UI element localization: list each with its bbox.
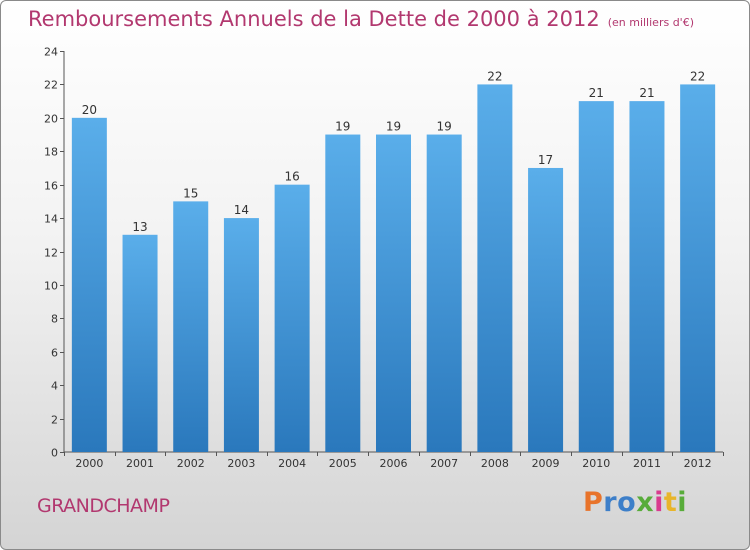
bar-2007 xyxy=(426,134,462,452)
data-label-2007: 19 xyxy=(437,120,452,134)
x-tick-label: 2002 xyxy=(177,457,205,470)
logo-letter: i xyxy=(677,487,688,518)
data-labels: 20 13 15 14 16 19 19 19 22 17 21 21 22 xyxy=(82,69,706,233)
bars xyxy=(71,84,716,453)
data-label-2009: 17 xyxy=(538,153,553,167)
bar-2000 xyxy=(71,117,107,452)
y-tick-label: 8 xyxy=(51,313,58,326)
chart-title: Remboursements Annuels de la Dette de 20… xyxy=(28,7,694,31)
logo-letter: P xyxy=(583,487,604,518)
data-label-2006: 19 xyxy=(386,120,401,134)
bar-2004 xyxy=(274,184,310,452)
x-tick-label: 2004 xyxy=(278,457,306,470)
x-tick-label: 2008 xyxy=(481,457,509,470)
y-tick-label: 0 xyxy=(51,447,58,460)
data-label-2002: 15 xyxy=(183,186,198,200)
bar-2011 xyxy=(629,101,665,452)
x-tick-label: 2001 xyxy=(126,457,154,470)
logo-letter: o xyxy=(617,487,637,518)
data-label-2005: 19 xyxy=(335,120,350,134)
x-tick-label: 2009 xyxy=(532,457,560,470)
logo-letter: t xyxy=(663,487,678,518)
bar-2005 xyxy=(325,134,361,452)
data-label-2012: 22 xyxy=(690,69,705,83)
y-tick-label: 24 xyxy=(44,46,58,59)
y-tick-label: 16 xyxy=(44,180,58,193)
chart-title-text: Remboursements Annuels de la Dette de 20… xyxy=(28,7,600,31)
y-tick-label: 18 xyxy=(44,146,58,159)
bar-2009 xyxy=(528,167,564,453)
y-tick-label: 12 xyxy=(44,247,58,260)
data-label-2011: 21 xyxy=(639,86,654,100)
logo-letter: r xyxy=(603,487,618,518)
y-tick-label: 6 xyxy=(51,347,58,360)
y-tick-label: 20 xyxy=(44,113,58,126)
x-tick-label: 2011 xyxy=(633,457,661,470)
y-tick-label: 2 xyxy=(51,414,58,427)
y-tick-label: 10 xyxy=(44,280,58,293)
bar-2012 xyxy=(680,84,716,453)
y-tick-label: 4 xyxy=(51,380,58,393)
y-tick-label: 22 xyxy=(44,79,58,92)
logo-letter: i xyxy=(654,487,664,518)
data-label-2008: 22 xyxy=(487,69,502,83)
data-label-2010: 21 xyxy=(589,86,604,100)
x-tick-label: 2005 xyxy=(329,457,357,470)
bar-2001 xyxy=(122,234,158,452)
proxiti-logo: Proxiti xyxy=(583,487,687,518)
x-tick-label: 2006 xyxy=(380,457,408,470)
data-label-2000: 20 xyxy=(82,103,97,117)
x-tick-label: 2003 xyxy=(227,457,255,470)
x-tick-label: 2010 xyxy=(582,457,610,470)
commune-name: GRANDCHAMP xyxy=(37,495,170,517)
x-tick-label: 2000 xyxy=(75,457,103,470)
x-tick-label: 2012 xyxy=(684,457,712,470)
bar-2003 xyxy=(223,218,259,452)
data-label-2001: 13 xyxy=(132,220,147,234)
y-tick-label: 14 xyxy=(44,213,58,226)
bar-2010 xyxy=(578,101,614,452)
data-label-2004: 16 xyxy=(284,170,299,184)
logo-letter: x xyxy=(636,487,655,518)
bar-2006 xyxy=(376,134,411,452)
bar-2002 xyxy=(173,201,209,452)
bar-2008 xyxy=(477,84,513,453)
data-label-2003: 14 xyxy=(234,203,249,217)
chart-unit: (en milliers d'€) xyxy=(607,16,694,29)
x-tick-label: 2007 xyxy=(430,457,458,470)
